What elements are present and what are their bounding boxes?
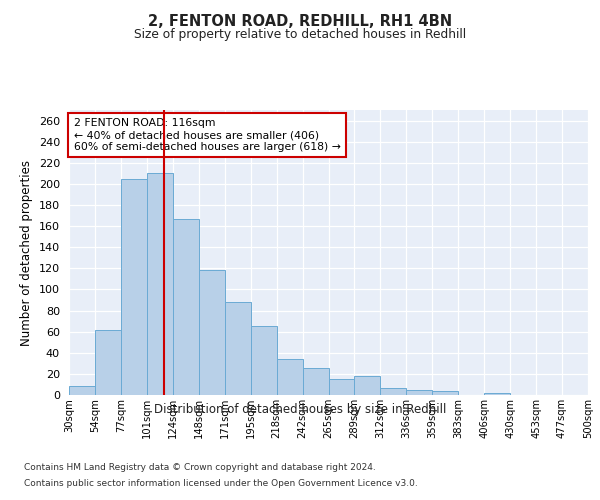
Bar xyxy=(433,391,458,395)
Bar xyxy=(199,270,224,395)
Bar xyxy=(225,302,251,395)
Bar xyxy=(406,390,432,395)
Text: 2, FENTON ROAD, REDHILL, RH1 4BN: 2, FENTON ROAD, REDHILL, RH1 4BN xyxy=(148,14,452,29)
Bar xyxy=(251,326,277,395)
Bar xyxy=(302,368,329,395)
Text: Contains public sector information licensed under the Open Government Licence v3: Contains public sector information licen… xyxy=(24,478,418,488)
Bar xyxy=(355,376,380,395)
Bar xyxy=(121,178,147,395)
Text: Contains HM Land Registry data © Crown copyright and database right 2024.: Contains HM Land Registry data © Crown c… xyxy=(24,462,376,471)
Bar xyxy=(329,379,355,395)
Text: Distribution of detached houses by size in Redhill: Distribution of detached houses by size … xyxy=(154,404,446,416)
Bar xyxy=(69,386,95,395)
Text: 2 FENTON ROAD: 116sqm
← 40% of detached houses are smaller (406)
60% of semi-det: 2 FENTON ROAD: 116sqm ← 40% of detached … xyxy=(74,118,341,152)
Bar xyxy=(277,359,302,395)
Bar xyxy=(173,218,199,395)
Y-axis label: Number of detached properties: Number of detached properties xyxy=(20,160,33,346)
Bar xyxy=(484,393,510,395)
Bar xyxy=(147,174,173,395)
Bar xyxy=(95,330,121,395)
Text: Size of property relative to detached houses in Redhill: Size of property relative to detached ho… xyxy=(134,28,466,41)
Bar xyxy=(380,388,406,395)
